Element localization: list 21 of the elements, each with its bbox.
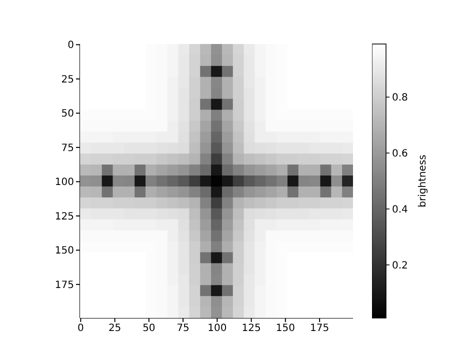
color-bar-label: 0.8 [392,92,408,104]
y-tick-label: 125 [54,211,74,222]
y-tick-label: 75 [61,142,74,154]
color-bar-label: 0.2 [392,260,408,272]
x-tick-label: 150 [276,323,295,334]
x-tick-label: 175 [310,323,330,334]
x-tick-label: 50 [142,323,156,334]
y-tick-label: 25 [61,74,74,86]
y-tick-label: 50 [61,108,74,120]
x-tick-label: 75 [176,323,190,334]
x-tick-label: 25 [108,323,122,334]
x-tick-label: 125 [242,323,261,334]
y-tick-label: 175 [54,280,74,291]
y-tick-label: 150 [54,246,74,257]
y-tick-label: 0 [68,40,74,52]
color-bar-title: brightness [418,154,428,208]
x-tick-label: 0 [77,323,84,334]
x-tick-label: 100 [208,323,227,334]
y-tick-label: 100 [54,177,74,188]
color-bar-label: 0.4 [392,204,408,216]
color-bar-label: 0.6 [392,148,408,160]
